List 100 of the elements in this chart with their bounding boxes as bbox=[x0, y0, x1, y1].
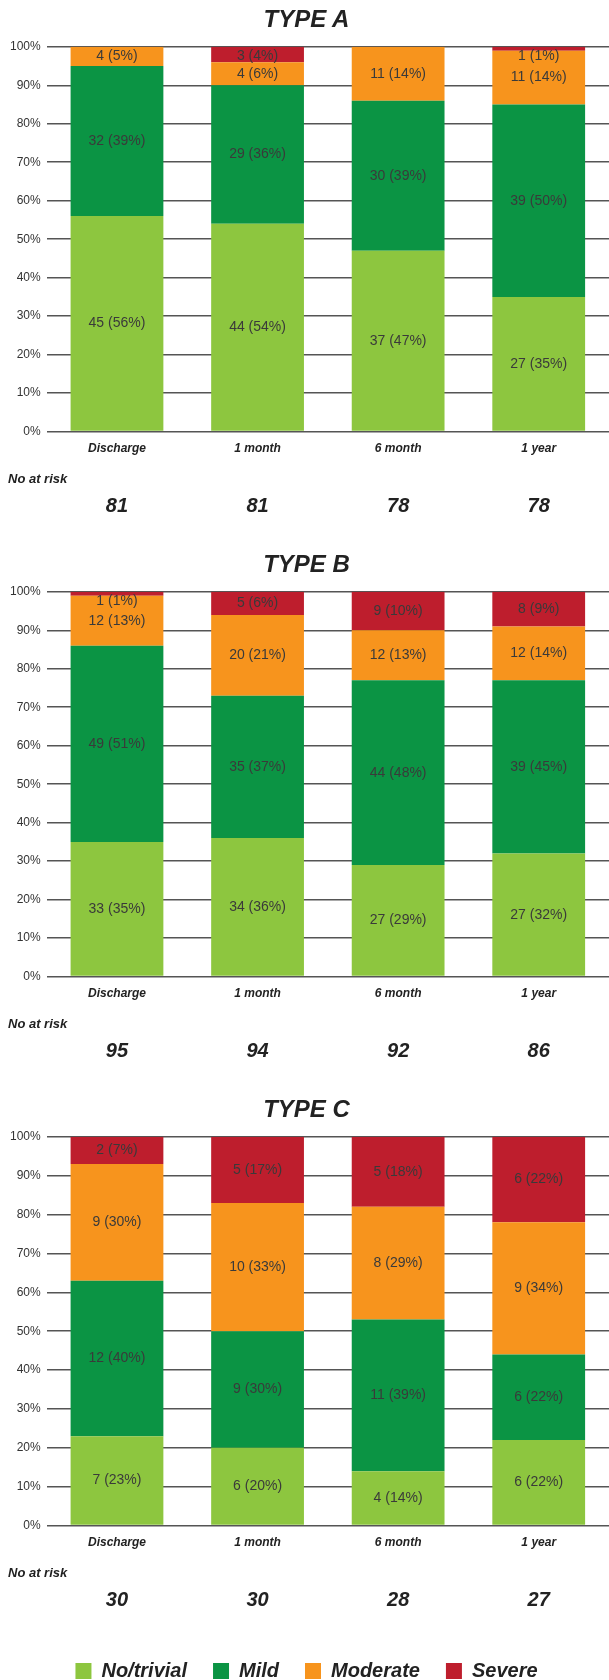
y-tick-label: 50% bbox=[16, 231, 42, 246]
x-tick-label: 1 month bbox=[234, 441, 281, 456]
data-label: 1 (1%) bbox=[518, 46, 560, 63]
text: 30 bbox=[105, 1588, 129, 1611]
text: 92 bbox=[387, 1039, 410, 1062]
chart-title: TYPE B bbox=[263, 550, 350, 578]
data-label: 12 (13%) bbox=[369, 646, 427, 663]
bar bbox=[351, 865, 445, 976]
text: 28 bbox=[386, 1588, 411, 1611]
y-tick-label: 0% bbox=[23, 423, 42, 438]
bar bbox=[70, 1164, 164, 1281]
x-tick-label: Discharge bbox=[87, 986, 147, 1001]
y-tick-label: 10% bbox=[16, 930, 42, 945]
bar bbox=[211, 1136, 304, 1203]
data-label: 11 (14%) bbox=[510, 68, 567, 85]
y-tick-label: 80% bbox=[16, 661, 42, 676]
bar bbox=[211, 614, 304, 696]
data-label: 49 (51%) bbox=[88, 734, 146, 751]
x-tick-label: 6 month bbox=[374, 1535, 422, 1550]
y-tick-label: 60% bbox=[16, 193, 42, 208]
y-tick-label: 100% bbox=[9, 39, 42, 54]
y-tick-label: 60% bbox=[16, 738, 42, 753]
bar bbox=[211, 1331, 304, 1448]
bar bbox=[492, 853, 586, 976]
data-label: 44 (54%) bbox=[229, 318, 286, 335]
data-label: 6 (22%) bbox=[514, 1388, 564, 1405]
bar bbox=[70, 591, 164, 596]
data-label: 5 (18%) bbox=[373, 1162, 423, 1179]
text: No at risk bbox=[8, 1565, 69, 1581]
y-tick-label: 30% bbox=[16, 1401, 42, 1416]
x-tick-label: 6 month bbox=[374, 441, 422, 456]
y-tick-label: 100% bbox=[9, 1129, 42, 1144]
data-label: 7 (23%) bbox=[92, 1471, 142, 1488]
data-label: 33 (35%) bbox=[88, 899, 146, 916]
data-label: 9 (30%) bbox=[92, 1213, 142, 1230]
legend-label: Mild bbox=[239, 1658, 280, 1680]
data-label: 39 (50%) bbox=[510, 191, 568, 208]
y-tick-label: 0% bbox=[23, 968, 42, 983]
data-label: 27 (35%) bbox=[510, 354, 568, 371]
y-tick-label: 30% bbox=[16, 853, 42, 868]
chart-title: TYPE C bbox=[263, 1095, 351, 1123]
data-label: 20 (21%) bbox=[229, 646, 286, 663]
y-tick-label: 60% bbox=[16, 1284, 42, 1299]
data-label: 4 (5%) bbox=[96, 47, 138, 64]
y-tick-label: 90% bbox=[16, 1167, 42, 1182]
data-label: 12 (40%) bbox=[88, 1349, 146, 1366]
text: 81 bbox=[105, 494, 129, 517]
bar bbox=[211, 695, 304, 839]
data-label: 27 (29%) bbox=[369, 911, 427, 928]
data-label: 11 (39%) bbox=[370, 1386, 427, 1403]
data-label: 9 (10%) bbox=[373, 601, 423, 618]
bar bbox=[351, 630, 445, 681]
bar bbox=[351, 591, 445, 631]
y-tick-label: 70% bbox=[16, 154, 42, 169]
x-tick-label: 1 month bbox=[234, 986, 281, 1001]
data-label: 11 (14%) bbox=[370, 64, 427, 81]
bar bbox=[351, 1471, 445, 1525]
data-label: 30 (39%) bbox=[369, 166, 427, 183]
bar bbox=[492, 1354, 586, 1441]
data-label: 1 (1%) bbox=[96, 591, 138, 608]
data-label: 32 (39%) bbox=[88, 131, 146, 148]
y-tick-label: 10% bbox=[16, 1479, 42, 1494]
text: No at risk bbox=[8, 1016, 69, 1032]
x-tick-label: Discharge bbox=[87, 441, 147, 456]
y-tick-label: 50% bbox=[16, 1323, 42, 1338]
text: 86 bbox=[527, 1039, 551, 1062]
data-label: 35 (37%) bbox=[229, 757, 286, 774]
data-label: 5 (6%) bbox=[236, 594, 279, 611]
bar bbox=[492, 50, 586, 105]
y-tick-label: 90% bbox=[16, 622, 42, 637]
bar bbox=[211, 85, 304, 224]
y-tick-label: 70% bbox=[16, 699, 42, 714]
bar bbox=[70, 216, 164, 431]
bar bbox=[492, 1222, 586, 1355]
bar bbox=[492, 296, 586, 431]
bar bbox=[351, 680, 445, 866]
bar bbox=[492, 626, 586, 681]
data-label: 2 (7%) bbox=[96, 1141, 138, 1158]
y-tick-label: 90% bbox=[16, 77, 42, 92]
data-label: 6 (20%) bbox=[233, 1477, 283, 1494]
bar bbox=[492, 1440, 586, 1525]
bar bbox=[211, 838, 304, 976]
y-tick-label: 70% bbox=[16, 1245, 42, 1260]
bar bbox=[70, 66, 164, 217]
y-tick-label: 100% bbox=[9, 584, 42, 599]
data-label: 10 (33%) bbox=[229, 1257, 286, 1274]
bar bbox=[492, 591, 586, 627]
data-label: 12 (14%) bbox=[510, 644, 568, 661]
bar bbox=[70, 645, 164, 842]
y-tick-label: 40% bbox=[16, 1362, 42, 1377]
bar bbox=[492, 680, 586, 854]
bar bbox=[70, 1280, 164, 1437]
bar bbox=[351, 1136, 445, 1207]
data-label: 34 (36%) bbox=[229, 897, 286, 914]
bar bbox=[211, 223, 304, 431]
bar bbox=[70, 1136, 164, 1165]
bar bbox=[211, 1447, 304, 1525]
y-tick-label: 40% bbox=[16, 269, 42, 284]
y-tick-label: 40% bbox=[16, 814, 42, 829]
data-label: 9 (30%) bbox=[233, 1380, 283, 1397]
